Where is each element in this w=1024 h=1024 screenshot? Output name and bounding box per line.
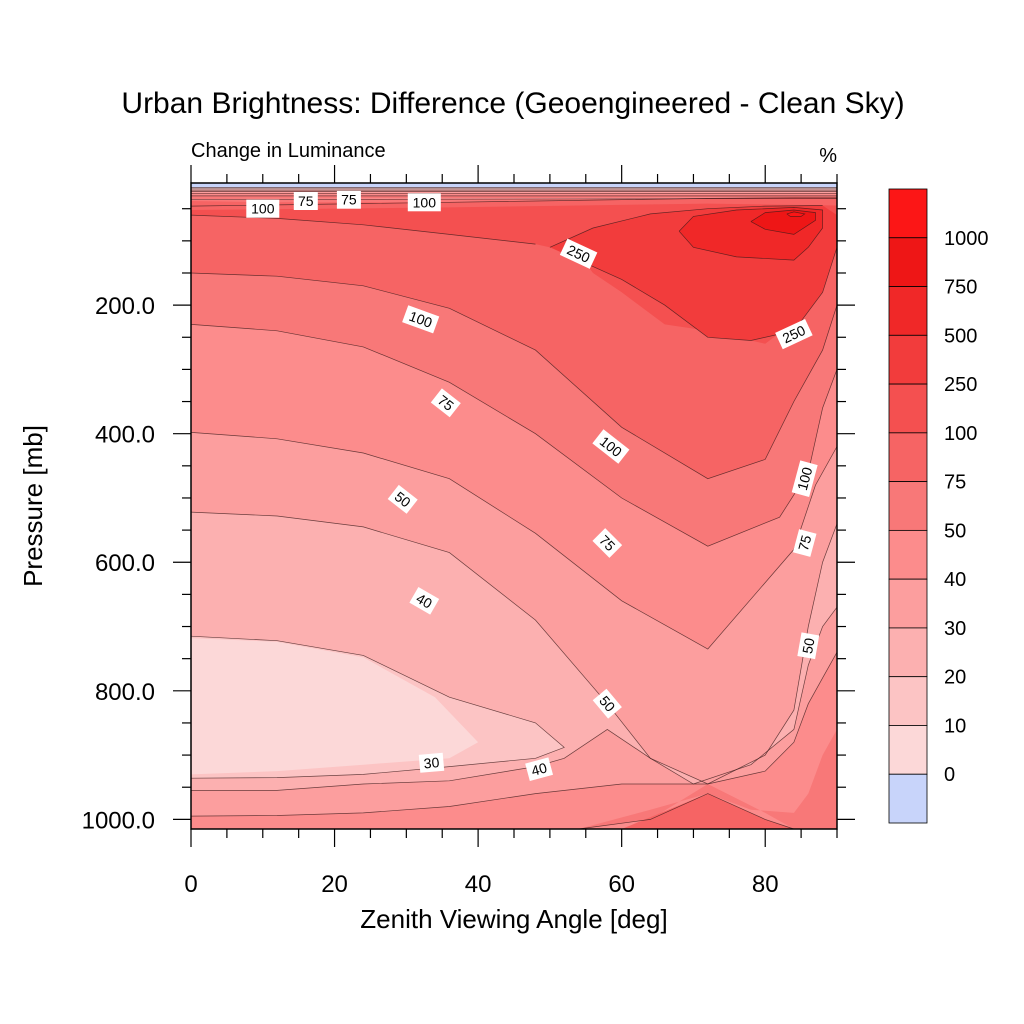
contour-line <box>191 606 838 791</box>
contour-label: 100 <box>407 193 441 212</box>
units-label: % <box>819 145 837 167</box>
x-tick-label: 40 <box>465 871 492 898</box>
x-axis-label: Zenith Viewing Angle [deg] <box>360 904 667 934</box>
contour-label: 40 <box>409 587 440 615</box>
contour-fill <box>191 638 479 775</box>
contour-fill <box>420 729 837 829</box>
contour-label: 75 <box>430 388 461 418</box>
contour-line <box>549 205 823 248</box>
colorbar-label: 20 <box>944 667 966 689</box>
colorbar-box <box>888 188 928 239</box>
colorbar-box <box>888 627 928 678</box>
y-tick-label: 600.0 <box>95 550 155 577</box>
svg-text:75: 75 <box>298 193 314 209</box>
svg-text:75: 75 <box>795 533 815 552</box>
colorbar-label: 75 <box>944 472 966 494</box>
x-tick-label: 0 <box>184 871 197 898</box>
svg-text:75: 75 <box>341 192 357 208</box>
colorbar-box <box>888 334 928 385</box>
contour-line <box>578 247 838 341</box>
svg-text:50: 50 <box>799 637 817 655</box>
y-tick-label: 1000.0 <box>82 807 155 834</box>
x-axis-tick-labels: 0 20 40 60 80 <box>184 871 778 898</box>
contour-line <box>678 207 823 261</box>
colorbar-label: 0 <box>944 764 955 786</box>
contour-label: 75 <box>336 190 361 209</box>
contour-label: 50 <box>797 632 820 660</box>
colorbar-box <box>888 676 928 726</box>
contour-line <box>750 209 816 235</box>
colorbar-box <box>888 578 928 629</box>
contour-label: 75 <box>792 529 817 557</box>
colorbar-label: 500 <box>944 325 977 347</box>
contour-label: 75 <box>592 528 623 558</box>
contour-line <box>190 432 838 650</box>
contour-label: 40 <box>525 757 554 781</box>
colorbar-label: 100 <box>944 423 977 445</box>
colorbar-box <box>888 773 928 824</box>
contour-label: 50 <box>592 688 622 719</box>
y-axis-label: Pressure [mb] <box>18 425 48 587</box>
contour-line <box>190 272 838 480</box>
svg-text:40: 40 <box>530 759 549 779</box>
contour-fill <box>786 211 805 217</box>
svg-text:40: 40 <box>414 590 436 612</box>
contour-label: 100 <box>246 199 280 218</box>
chart-title: Urban Brightness: Difference (Geoenginee… <box>121 87 904 120</box>
contour-line <box>190 324 838 547</box>
contour-label: 100 <box>791 460 818 497</box>
y-tick-label: 400.0 <box>95 422 155 449</box>
colorbar-box <box>888 286 928 336</box>
x-tick-label: 80 <box>752 871 779 898</box>
colorbar-box <box>888 383 928 434</box>
colorbar-box <box>888 529 928 580</box>
y-axis-tick-labels: 200.0 400.0 600.0 800.0 1000.0 <box>82 293 155 834</box>
svg-text:100: 100 <box>251 201 275 217</box>
contour-line <box>190 635 565 779</box>
contour-line <box>786 211 806 217</box>
y-tick-label: 200.0 <box>95 293 155 320</box>
contour-label: 75 <box>293 192 318 210</box>
colorbar-box <box>888 237 928 287</box>
colorbar: 0 10 20 30 40 50 75 100 250 500 750 1000 <box>888 188 989 824</box>
x-tick-label: 60 <box>608 871 635 898</box>
contour-fill <box>191 652 837 829</box>
colorbar-label: 1000 <box>944 228 989 250</box>
svg-text:100: 100 <box>413 194 437 210</box>
colorbar-label: 750 <box>944 277 977 299</box>
colorbar-box <box>888 481 928 531</box>
colorbar-label: 40 <box>944 569 966 591</box>
x-tick-label: 20 <box>321 871 348 898</box>
svg-text:100: 100 <box>407 308 435 331</box>
svg-text:100: 100 <box>794 465 816 492</box>
colorbar-label: 30 <box>944 618 966 640</box>
y-tick-label: 800.0 <box>95 679 155 706</box>
contour-label: 100 <box>402 305 440 334</box>
colorbar-box <box>888 432 928 483</box>
contour-line <box>190 652 838 817</box>
colorbar-label: 10 <box>944 715 966 737</box>
contour-label: 50 <box>387 484 418 514</box>
colorbar-label: 50 <box>944 520 966 542</box>
chart-subtitle: Change in Luminance <box>191 140 386 162</box>
contour-line <box>578 793 795 830</box>
svg-text:30: 30 <box>423 754 440 771</box>
contour-fill <box>621 793 794 829</box>
contour-label: 30 <box>418 752 445 773</box>
colorbar-box <box>888 725 928 775</box>
colorbar-label: 250 <box>944 374 977 396</box>
